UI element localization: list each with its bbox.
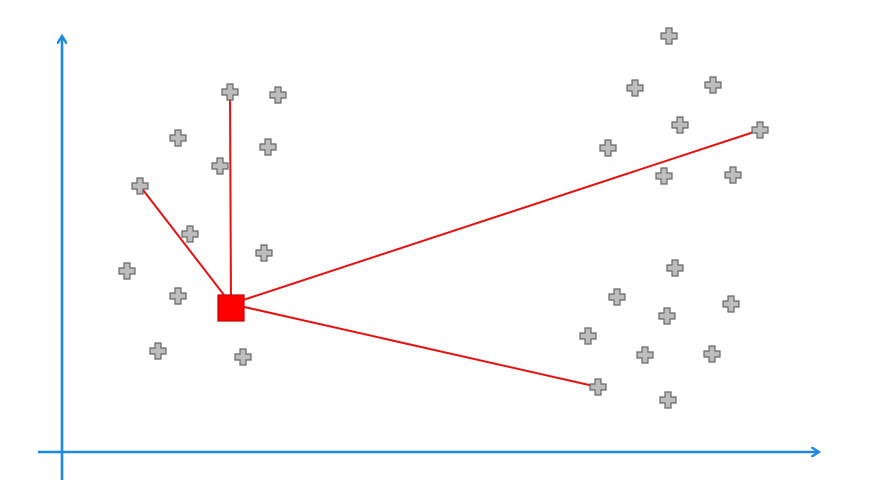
plus-marker-icon (626, 79, 644, 97)
plus-marker-icon (221, 83, 239, 101)
plus-marker-icon (703, 345, 721, 363)
plus-marker-icon (608, 288, 626, 306)
plus-marker-icon (149, 342, 167, 360)
plus-marker-icon (169, 129, 187, 147)
plus-marker-icon (131, 177, 149, 195)
plus-marker-icon (636, 346, 654, 364)
centroid-links (139, 91, 761, 388)
plus-marker-icon (655, 167, 673, 185)
plus-marker-icon (211, 157, 229, 175)
plus-marker-icon (724, 166, 742, 184)
centroid-link-3 (230, 129, 761, 305)
plus-marker-icon (671, 116, 689, 134)
plus-marker-icon (579, 327, 597, 345)
plus-marker-icon (234, 348, 252, 366)
plus-marker-icon (269, 86, 287, 104)
plus-marker-icon (259, 138, 277, 156)
plus-marker-icon (666, 259, 684, 277)
plus-marker-icon (658, 307, 676, 325)
plus-marker-icon (599, 139, 617, 157)
plus-marker-icon (181, 225, 199, 243)
data-points (118, 27, 769, 409)
plus-marker-icon (169, 287, 187, 305)
plus-marker-icon (255, 244, 273, 262)
plus-marker-icon (722, 295, 740, 313)
plus-marker-icon (118, 262, 136, 280)
plus-marker-icon (659, 391, 677, 409)
centroid-link-1 (229, 91, 232, 305)
centroid-link-2 (139, 185, 232, 305)
plus-marker-icon (660, 27, 678, 45)
plus-marker-icon (751, 121, 769, 139)
centroid-link-4 (230, 303, 599, 388)
plus-marker-icon (589, 378, 607, 396)
axes (38, 37, 818, 480)
plus-marker-icon (704, 76, 722, 94)
centroid-marker (217, 294, 245, 322)
